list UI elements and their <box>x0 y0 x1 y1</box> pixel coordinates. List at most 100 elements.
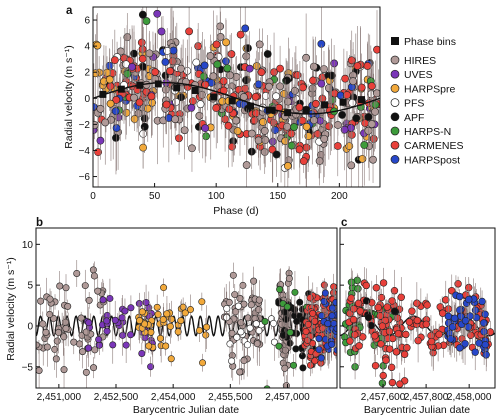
data-point-carmenes <box>382 356 390 364</box>
data-point-carmenes <box>367 82 376 90</box>
data-point-harpspost <box>461 317 470 325</box>
data-point-carmenes <box>185 27 194 36</box>
data-point-carmenes <box>377 293 386 302</box>
data-point-pfs <box>226 340 234 348</box>
data-point-carmenes <box>422 320 430 328</box>
data-point-uves <box>127 331 135 339</box>
data-point-apf <box>327 71 336 80</box>
data-point-harpspre <box>154 310 162 318</box>
data-point-apf <box>292 345 300 353</box>
data-point-carmenes <box>312 99 320 108</box>
data-point-hires <box>240 357 248 365</box>
data-point-uves <box>121 307 129 315</box>
panel-a-ylabel: Radial velocity (m s⁻¹) <box>63 45 75 149</box>
data-point-harpspost <box>112 124 121 132</box>
data-point-harpspre <box>93 41 102 50</box>
data-point-hires <box>302 53 311 62</box>
data-point-hires <box>64 302 72 310</box>
x-tick-label: 2,451,000 <box>37 392 82 403</box>
data-point-uves <box>128 62 136 71</box>
data-point-harpspre <box>222 38 230 47</box>
data-point-harpspre <box>233 127 242 135</box>
legend-label-apf: APF <box>404 112 424 124</box>
data-point-uves <box>201 124 210 133</box>
data-point-hires <box>60 366 68 374</box>
data-point-carmenes <box>393 314 402 322</box>
data-point-carmenes <box>400 350 409 359</box>
data-point-harpspost <box>241 24 250 33</box>
data-point-hires <box>188 144 196 153</box>
data-point-carmenes <box>383 303 391 311</box>
data-point-harpspre <box>156 334 164 342</box>
data-point-harpspre <box>167 315 175 323</box>
data-point-uves <box>138 349 146 357</box>
data-point-hires <box>372 89 380 98</box>
data-point-carmenes <box>303 336 311 344</box>
data-point-harpspre <box>138 308 146 316</box>
data-point-hires <box>76 340 84 348</box>
x-tick-label: 2,454,000 <box>151 392 196 403</box>
data-point-hires <box>320 134 329 143</box>
data-point-hires <box>290 86 299 95</box>
data-point-harps-n <box>371 100 380 109</box>
data-point-carmenes <box>454 280 462 288</box>
data-point-uves <box>103 327 111 335</box>
data-point-hires <box>91 346 99 354</box>
data-point-carmenes <box>438 309 447 317</box>
data-point-hires <box>177 64 185 73</box>
data-point-harpspre <box>203 323 211 331</box>
data-point-hires <box>61 318 69 326</box>
data-point-harpspost <box>271 126 280 135</box>
data-point-carmenes <box>385 345 394 353</box>
data-point-hires <box>46 295 54 303</box>
data-point-uves <box>157 27 166 36</box>
data-point-carmenes <box>355 342 363 350</box>
data-point-hires <box>239 281 247 289</box>
phase-bin-marker <box>99 90 107 98</box>
panel-a-axes: 0 50 100 150 200 6 4 2 0 −2 −4 −6 <box>79 16 349 202</box>
data-point-uves <box>340 125 349 134</box>
data-point-harpspre <box>199 359 207 367</box>
data-point-harpspost <box>169 46 178 55</box>
data-point-carmenes <box>309 309 317 317</box>
data-point-harpspre <box>105 75 114 84</box>
data-point-hires <box>247 129 256 138</box>
data-point-pfs <box>348 98 357 107</box>
data-point-hires <box>209 72 218 81</box>
data-point-hires <box>367 120 376 128</box>
data-point-carmenes <box>388 378 397 387</box>
data-point-carmenes <box>378 322 387 330</box>
data-point-carmenes <box>392 348 401 356</box>
data-point-carmenes <box>295 145 304 154</box>
data-point-harps-n <box>202 132 210 141</box>
data-point-apf <box>299 364 307 372</box>
data-point-carmenes <box>347 294 355 302</box>
phase-bin-marker <box>228 97 236 105</box>
data-point-uves <box>96 136 105 145</box>
panel-a-plot <box>93 7 380 187</box>
data-point-carmenes <box>299 157 308 166</box>
data-point-harpspost <box>464 323 473 331</box>
data-point-hires <box>46 310 54 318</box>
data-point-carmenes <box>166 67 175 75</box>
data-point-pfs <box>252 320 260 328</box>
y-tick-label: 0 <box>84 94 90 105</box>
data-point-carmenes <box>212 40 221 49</box>
phase-bin-marker <box>321 101 329 109</box>
y-tick-label: 6 <box>84 16 90 27</box>
legend-label-harps-n: HARPS-N <box>404 126 451 138</box>
data-point-hires <box>195 111 204 120</box>
data-point-hires <box>60 333 68 341</box>
data-point-apf <box>364 313 373 322</box>
data-point-hires <box>242 161 251 169</box>
data-point-apf <box>272 150 281 159</box>
data-point-harpspost <box>480 319 488 327</box>
y-tick-label: −4 <box>79 146 91 157</box>
data-point-hires <box>285 275 293 283</box>
data-point-harpspost <box>328 304 336 312</box>
y-tick-label: −6 <box>79 172 91 183</box>
data-point-carmenes <box>448 287 456 295</box>
legend-label-hires: HIRES <box>404 55 436 67</box>
data-point-harps-n <box>199 72 208 81</box>
y-tick-label: 2 <box>84 68 90 79</box>
